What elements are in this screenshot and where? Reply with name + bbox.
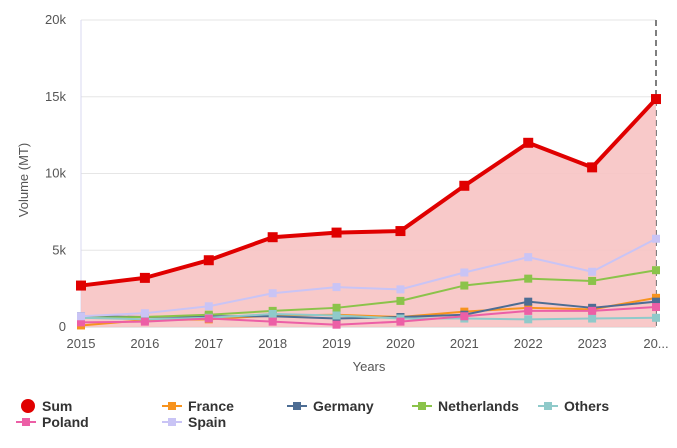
sum-point[interactable] [459,180,470,191]
legend-item-others[interactable]: Others [538,398,609,414]
sum-point[interactable] [523,137,534,148]
spain-point[interactable] [588,267,597,276]
netherlands-point[interactable] [652,266,660,275]
legend-item-france[interactable]: France [162,398,234,414]
spain-point[interactable] [524,253,533,262]
sum-point[interactable] [139,272,150,283]
legend-marker [544,402,552,410]
sum-point[interactable] [651,94,661,105]
poland-point[interactable] [204,314,213,323]
spain-point[interactable] [77,312,85,321]
sum-point[interactable] [76,280,86,291]
series-spain [77,234,660,321]
legend-marker [418,402,426,410]
poland-point[interactable] [588,306,597,315]
legend-label: Poland [42,414,89,430]
legend-marker [168,402,176,410]
netherlands-point[interactable] [332,303,341,312]
others-point[interactable] [268,309,277,318]
spain-point[interactable] [460,268,469,277]
spain-point[interactable] [652,234,660,243]
y-tick-label: 10k [45,166,66,181]
germany-point[interactable] [652,297,660,306]
x-tick-label: 2022 [514,336,543,351]
y-axis: 0 5k 10k 15k 20k [45,12,66,334]
spain-point[interactable] [332,283,341,292]
legend-label: Spain [188,414,226,430]
legend-label: Germany [313,398,374,414]
x-tick-label: 20... [643,336,668,351]
legend-item-netherlands[interactable]: Netherlands [412,398,519,414]
legend-marker [22,418,30,426]
poland-point[interactable] [140,317,149,326]
legend-marker [168,418,176,426]
netherlands-line [80,269,657,319]
y-tick-label: 20k [45,12,66,27]
legend-label: Sum [42,398,72,414]
x-tick-label: 2020 [386,336,415,351]
legend: Sum France Germany Netherlands Others Poland S… [16,398,609,430]
spain-line [80,237,657,318]
legend-item-germany[interactable]: Germany [287,398,374,414]
legend-label: France [188,398,234,414]
legend-item-poland[interactable]: Poland [16,414,89,430]
poland-point[interactable] [524,306,533,315]
sum-point[interactable] [203,255,214,266]
legend-label: Others [564,398,609,414]
sum-point[interactable] [331,227,342,238]
x-tick-label: 2021 [450,336,479,351]
others-point[interactable] [332,311,341,320]
legend-item-sum[interactable]: Sum [21,398,72,414]
poland-point[interactable] [268,317,277,326]
series-group [76,94,661,330]
y-tick-label: 0 [59,319,66,334]
poland-line [80,306,657,326]
netherlands-point[interactable] [460,281,469,290]
spain-point[interactable] [396,285,405,294]
x-tick-label: 2016 [130,336,159,351]
sum-point[interactable] [587,162,598,173]
sum-line [80,97,658,288]
x-tick-label: 2018 [258,336,287,351]
legend-item-spain[interactable]: Spain [162,414,226,430]
poland-point[interactable] [332,320,341,329]
sum-area [81,99,656,328]
sum-point[interactable] [395,226,406,237]
x-tick-label: 2015 [67,336,96,351]
x-tick-label: 2023 [578,336,607,351]
x-axis: 2015 2016 2017 2018 2019 2020 2021 2022 2023 20..… [67,336,669,351]
germany-point[interactable] [524,297,533,306]
legend-marker [21,399,35,413]
y-tick-label: 15k [45,89,66,104]
spain-point[interactable] [140,309,149,318]
x-tick-label: 2017 [194,336,223,351]
spain-point[interactable] [268,289,277,298]
x-tick-label: 2019 [322,336,351,351]
y-tick-label: 5k [52,242,66,257]
others-line [80,312,657,321]
series-poland [77,303,660,329]
others-point[interactable] [524,315,533,324]
y-axis-label: Volume (MT) [16,143,31,217]
netherlands-point[interactable] [588,276,597,285]
x-axis-label: Years [353,359,386,374]
series-sum [76,94,661,291]
others-point[interactable] [588,314,597,323]
legend-label: Netherlands [438,398,519,414]
sum-area [81,99,656,328]
netherlands-point[interactable] [396,296,405,305]
poland-point[interactable] [396,317,405,326]
sum-point[interactable] [267,232,278,243]
poland-point[interactable] [652,303,660,312]
spain-point[interactable] [204,302,213,311]
poland-point[interactable] [77,318,85,327]
netherlands-point[interactable] [524,274,533,283]
others-point[interactable] [652,313,660,322]
poland-point[interactable] [460,312,469,321]
legend-marker [293,402,301,410]
